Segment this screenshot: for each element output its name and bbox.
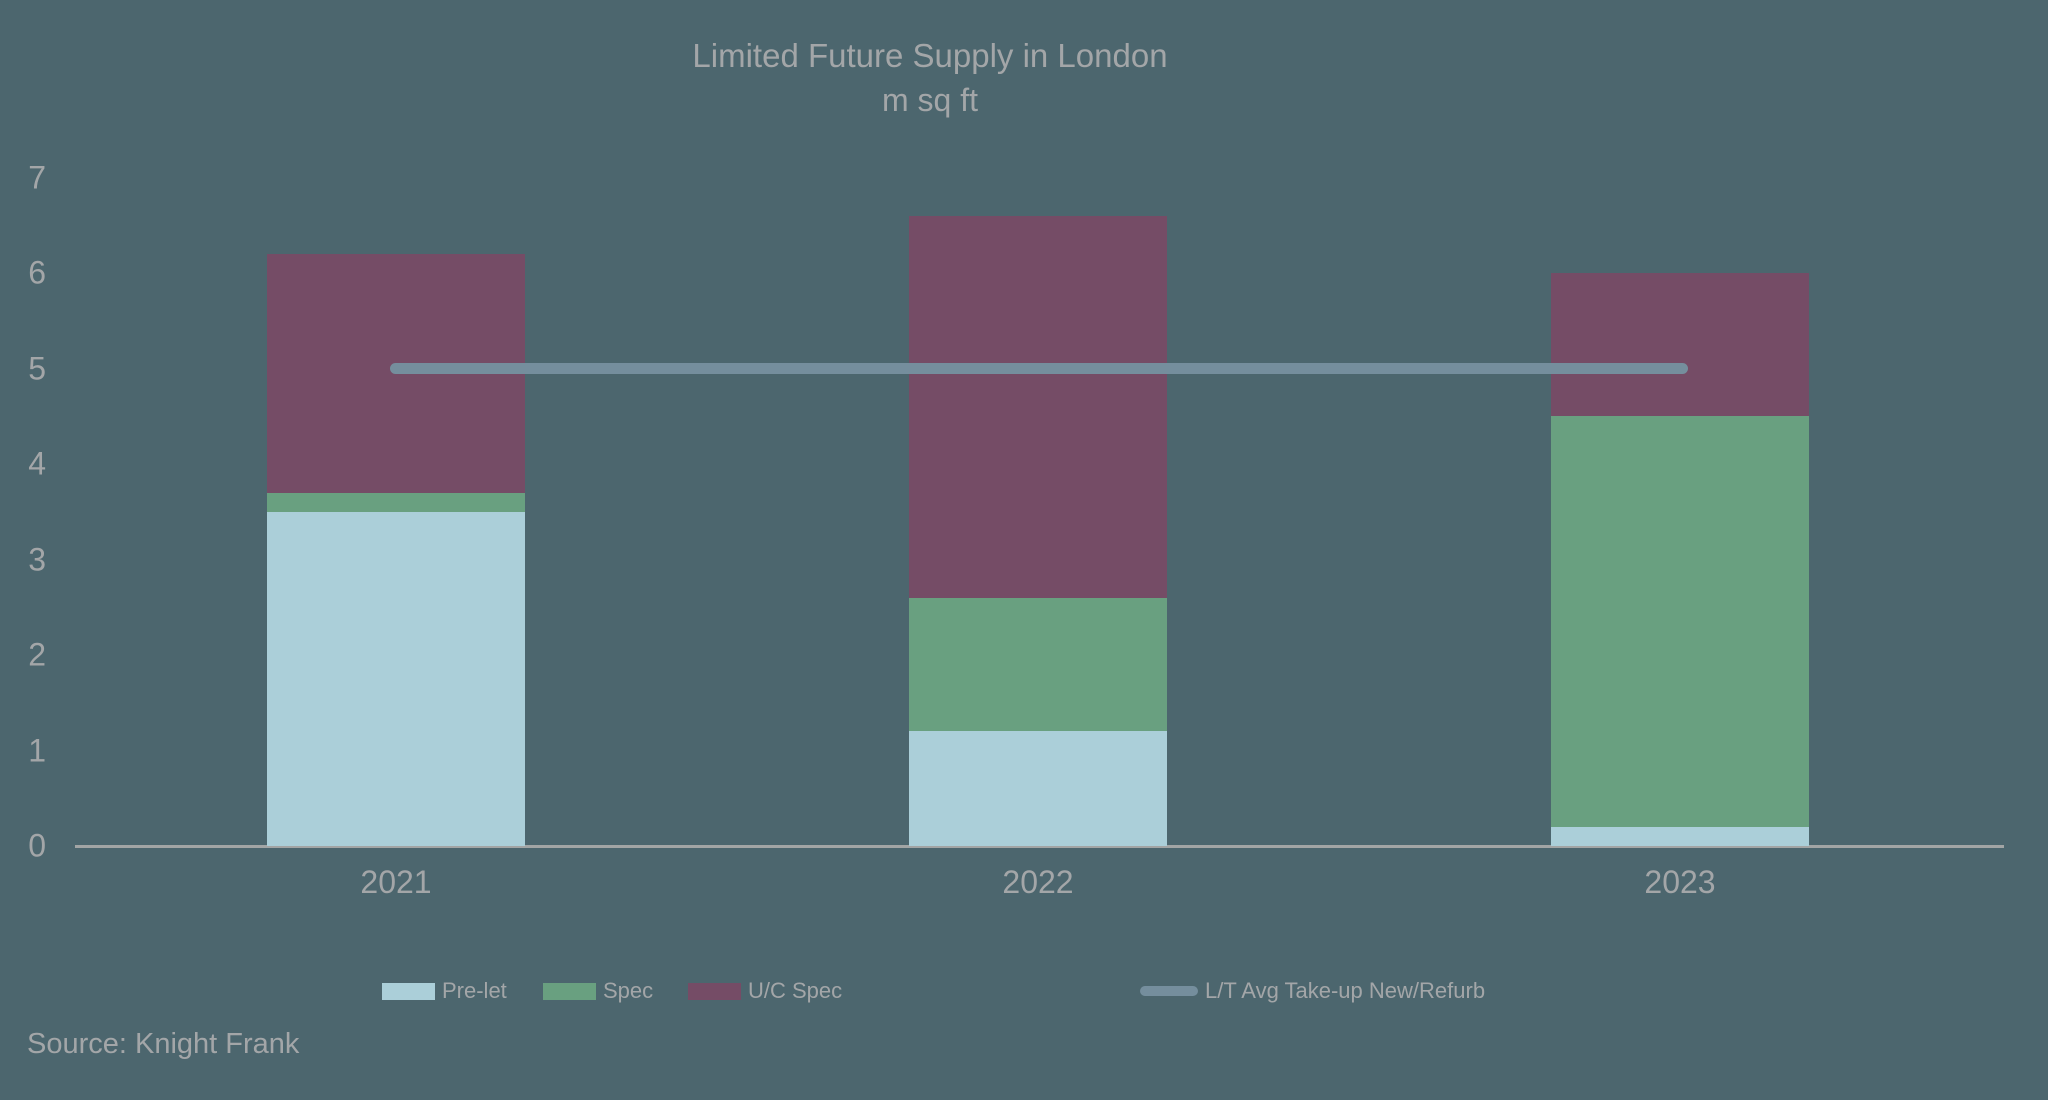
legend-color-swatch-u-c-spec bbox=[688, 982, 741, 1000]
chart-title: Limited Future Supply in London bbox=[692, 37, 1168, 74]
legend-color-swatch-spec bbox=[543, 982, 596, 1000]
y-tick-label-4: 4 bbox=[28, 445, 46, 482]
y-tick-label-2: 2 bbox=[28, 636, 46, 673]
legend-item-pre-let: Pre-let bbox=[382, 978, 507, 1004]
x-tick-label-2023: 2023 bbox=[1644, 864, 1716, 900]
x-tick-label-2021: 2021 bbox=[360, 864, 432, 900]
legend-label-pre-let: Pre-let bbox=[442, 978, 507, 1003]
trend-line-l-t-avg-take-up-new-refurb bbox=[390, 363, 1688, 374]
legend-label-l-t-avg-take-up-new-refurb: L/T Avg Take-up New/Refurb bbox=[1205, 978, 1486, 1003]
y-tick-label-3: 3 bbox=[28, 541, 46, 577]
bar-segment-2021-pre-let bbox=[267, 511, 525, 846]
legend-item-spec: Spec bbox=[543, 978, 653, 1004]
chart-subtitle: m sq ft bbox=[881, 82, 978, 118]
bar-segment-2021-spec bbox=[267, 492, 525, 512]
bar-segment-2022-spec bbox=[909, 597, 1167, 732]
x-tick-label-2022: 2022 bbox=[1002, 864, 1074, 900]
legend-color-swatch-pre-let bbox=[382, 982, 435, 1000]
y-tick-label-7: 7 bbox=[28, 159, 46, 195]
bar-segment-2022-pre-let bbox=[909, 731, 1167, 846]
legend-label-u-c-spec: U/C Spec bbox=[748, 978, 843, 1003]
bar-segment-2023-pre-let bbox=[1551, 826, 1809, 846]
y-tick-label-1: 1 bbox=[28, 732, 46, 768]
y-tick-label-0: 0 bbox=[28, 827, 46, 864]
bar-segment-2022-u-c-spec bbox=[909, 215, 1167, 598]
chart-title-block: Limited Future Supply in London m sq ft bbox=[0, 33, 1860, 123]
legend-item-l-t-avg-take-up-new-refurb: L/T Avg Take-up New/Refurb bbox=[1140, 978, 1485, 1004]
y-tick-label-6: 6 bbox=[28, 254, 46, 291]
source-note: Source: Knight Frank bbox=[27, 1028, 300, 1060]
legend-label-spec: Spec bbox=[603, 978, 654, 1003]
legend-line-swatch-l-t-avg-take-up-new-refurb bbox=[1140, 986, 1198, 996]
y-tick-label-5: 5 bbox=[28, 350, 46, 386]
x-axis-line bbox=[75, 845, 2004, 848]
legend-item-u-c-spec: U/C Spec bbox=[688, 978, 842, 1004]
bar-segment-2023-spec bbox=[1551, 416, 1809, 827]
bar-segment-2023-u-c-spec bbox=[1551, 273, 1809, 417]
